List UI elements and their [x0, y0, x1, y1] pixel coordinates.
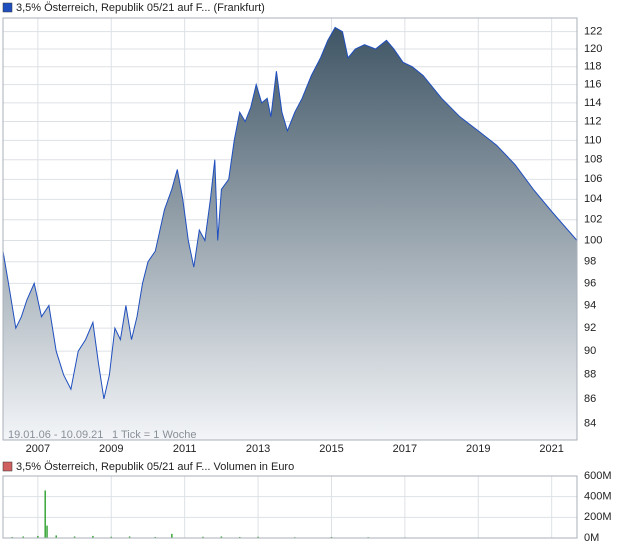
x-tick-label: 2007: [26, 443, 50, 455]
y-tick-label: 120: [584, 43, 602, 55]
y-tick-label: 110: [584, 134, 602, 146]
y-tick-label: 88: [584, 369, 596, 381]
bar: [220, 536, 223, 538]
x-tick-label: 2015: [319, 443, 343, 455]
plot-border: [2, 17, 578, 441]
bar: [44, 490, 46, 538]
y-tick-label: 96: [584, 277, 596, 289]
x-tick-label: 2017: [393, 443, 417, 455]
bar: [92, 535, 94, 538]
bar: [46, 525, 48, 538]
y-tick-label: 400M: [584, 491, 612, 503]
y-tick-label: 200M: [584, 511, 612, 523]
y-tick-label: 92: [584, 322, 596, 334]
plot-border: [2, 475, 578, 539]
tick-note: 1 Tick = 1 Woche: [112, 429, 196, 441]
y-tick-label: 116: [584, 79, 602, 91]
x-tick-label: 2009: [99, 443, 123, 455]
bar: [73, 536, 76, 538]
unit-label: Volumen in Euro: [214, 461, 295, 473]
bar: [238, 536, 241, 538]
y-tick-label: 106: [584, 173, 602, 185]
y-tick-label: 114: [584, 97, 602, 109]
bar: [11, 536, 13, 538]
y-tick-label: 104: [584, 193, 602, 205]
x-tick-label: 2011: [173, 443, 197, 455]
bar: [55, 535, 57, 538]
y-tick-label: 98: [584, 256, 596, 268]
y-tick-label: 108: [584, 154, 602, 166]
bar: [110, 536, 113, 538]
footnote: 19.01.06 - 10.09.21: [8, 429, 103, 441]
legend-swatch: [2, 461, 13, 472]
x-tick-label: 2013: [246, 443, 270, 455]
bar: [257, 536, 259, 538]
legend-label: 3,5% Österreich, Republik 05/21 auf F...…: [16, 461, 294, 473]
bar: [128, 536, 131, 538]
y-tick-label: 102: [584, 214, 602, 226]
x-tick-label: 2019: [466, 443, 490, 455]
y-tick-label: 86: [584, 393, 596, 405]
bar: [171, 533, 173, 538]
line: [2, 26, 578, 400]
legend-label: 3,5% Österreich, Republik 05/21 auf F...: [16, 461, 210, 473]
y-tick-label: 112: [584, 115, 602, 127]
y-tick-label: 94: [584, 299, 596, 311]
bar: [330, 536, 333, 538]
y-tick-label: 0M: [584, 532, 599, 544]
area: [3, 27, 577, 441]
y-tick-label: 600M: [584, 470, 612, 482]
y-tick-label: 122: [584, 26, 602, 38]
bar: [202, 536, 204, 538]
bar: [37, 535, 39, 538]
y-tick-label: 84: [584, 418, 596, 430]
bar: [154, 536, 157, 538]
y-tick-label: 100: [584, 234, 602, 246]
y-tick-label: 118: [584, 61, 602, 73]
x-tick-label: 2021: [539, 443, 563, 455]
bar: [22, 536, 24, 538]
legend-swatch: [2, 2, 13, 13]
y-tick-label: 90: [584, 345, 596, 357]
legend-label: 3,5% Österreich, Republik 05/21 auf F...…: [16, 2, 265, 14]
